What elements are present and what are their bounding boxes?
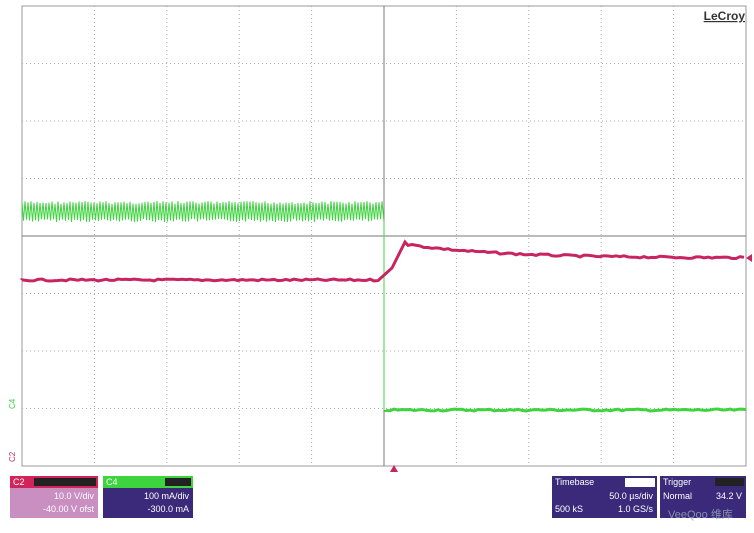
box-tag [625,478,655,487]
channel-scale: 10.0 V/div [54,491,95,501]
timebase-rate: 1.0 GS/s [618,504,654,514]
brand-logo: LeCroy [704,9,746,23]
channel-offset: -300.0 mA [147,504,189,514]
timebase-box: Timebase 8 µs 50.0 µs/div 500 kS 1.0 GS/… [552,476,657,518]
trigger-box: Trigger Normal 34.2 V [660,476,746,518]
level-marker [746,254,752,262]
trigger-level: 34.2 V [716,491,742,501]
trace-c4 [21,200,385,410]
channel-scale: 100 mA/div [144,491,190,501]
channel-name: C4 [106,477,118,487]
trigger-marker [390,465,398,472]
timebase-title: Timebase [555,477,594,487]
trigger-title: Trigger [663,477,691,487]
channel-name: C2 [13,477,25,487]
channel-c4-box: C4 100 mA/div -300.0 mA [103,476,193,518]
trace-c4 [384,407,747,413]
timebase-delay: 8 µs [636,477,654,487]
trigger-mode: Normal [663,491,692,501]
timebase-scale: 50.0 µs/div [609,491,653,501]
trace-c2 [20,239,745,283]
channel-offset: -40.00 V ofst [43,504,95,514]
trace-label: C4 [8,398,17,409]
graticule [22,6,746,466]
box-tag [34,478,96,486]
timebase-samples: 500 kS [555,504,583,514]
watermark: VeeQoo 维库 [668,508,733,521]
box-tag [715,478,744,486]
channel-c2-box: C2 10.0 V/div -40.00 V ofst [10,476,98,518]
box-tag [165,478,191,486]
trace-label: C2 [8,451,17,462]
